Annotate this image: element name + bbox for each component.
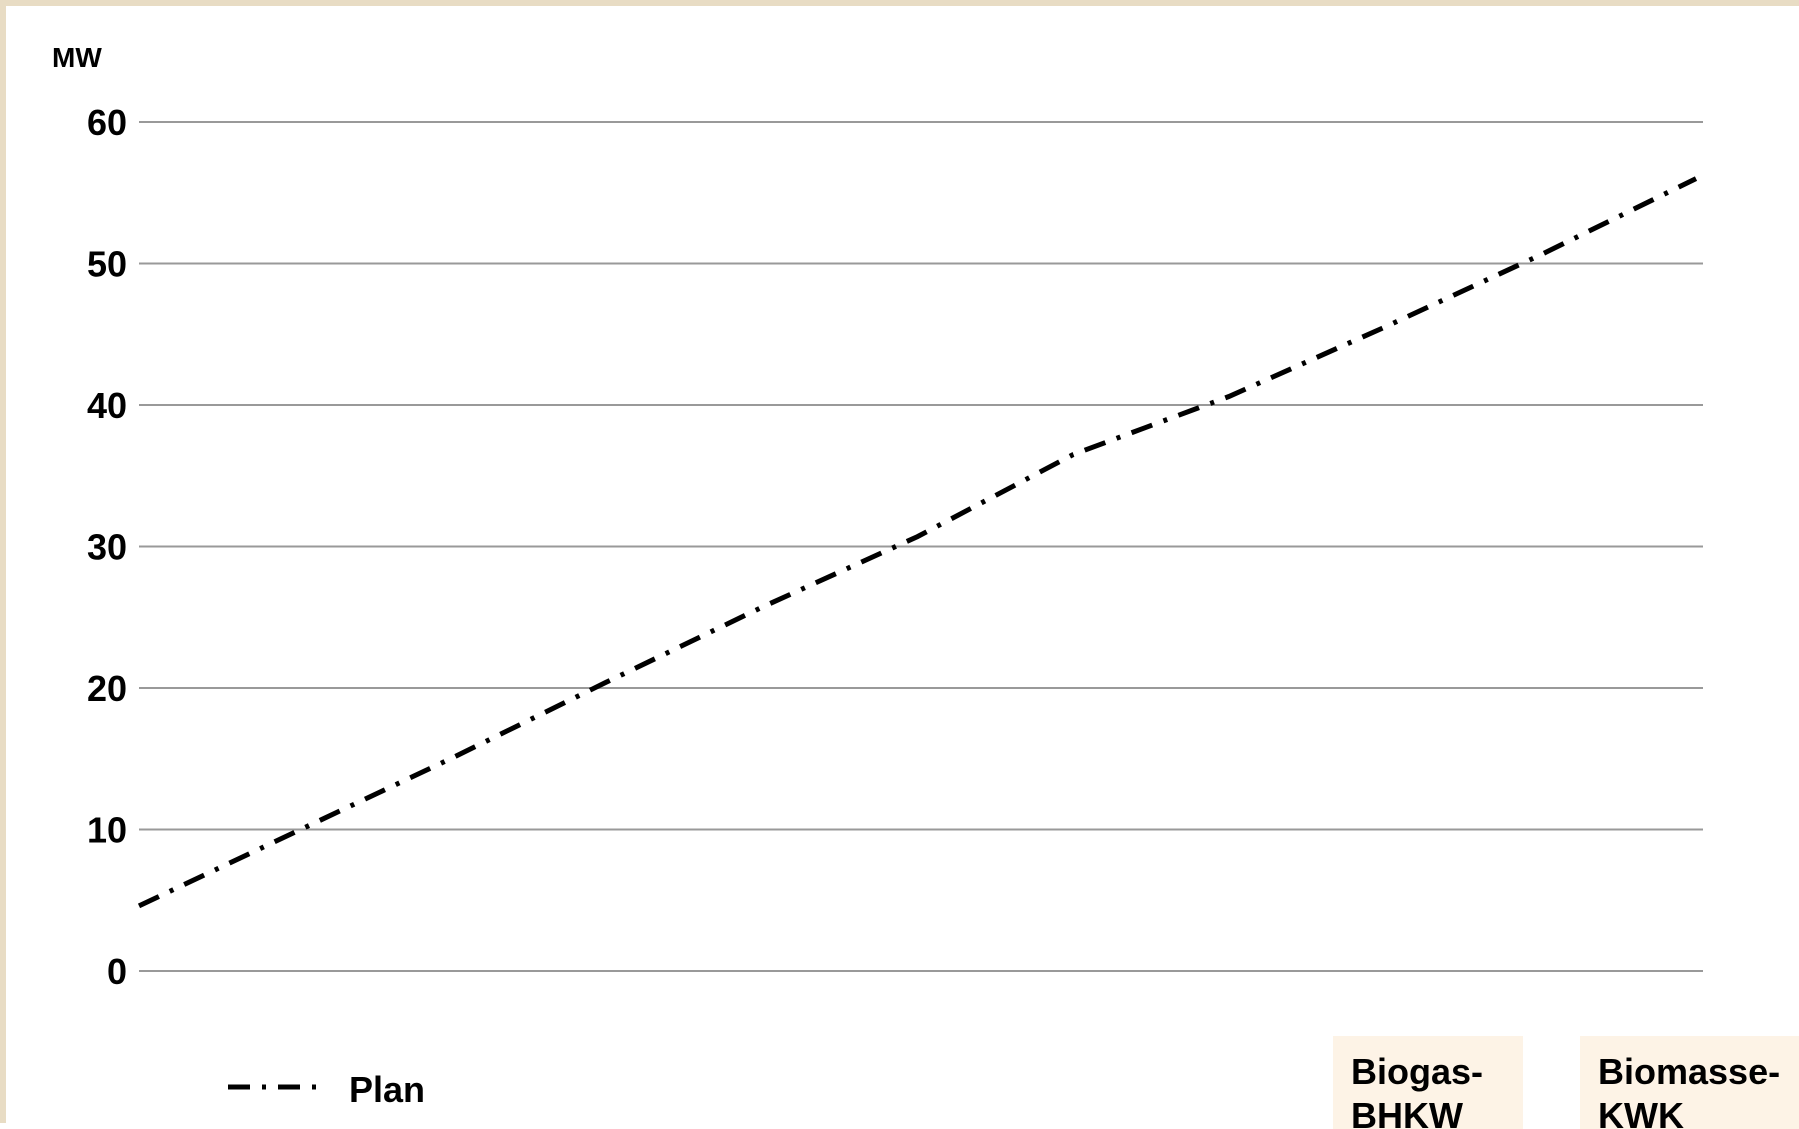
series-line-plan: [139, 179, 1696, 906]
y-tick-label: 10: [87, 810, 127, 851]
y-tick-label: 60: [87, 102, 127, 143]
line-chart: 0 10 20 30 40 50 60 MW Plan: [6, 6, 1799, 1129]
panel-line: BHKW: [1351, 1094, 1505, 1129]
y-tick-label: 0: [107, 951, 127, 992]
panel-biomasse-kwk: Biomasse- KWK: [1580, 1036, 1799, 1129]
panel-biogas-bhkw: Biogas- BHKW: [1333, 1036, 1523, 1129]
legend-entry-plan: Plan: [349, 1069, 425, 1110]
y-tick-label: 50: [87, 244, 127, 285]
y-axis-unit-label: MW: [52, 42, 102, 73]
gridlines: [139, 122, 1703, 971]
y-tick-label: 30: [87, 527, 127, 568]
y-tick-label: 40: [87, 385, 127, 426]
y-tick-labels: 0 10 20 30 40 50 60: [87, 102, 127, 992]
panel-line: Biogas-: [1351, 1050, 1505, 1094]
panel-line: KWK: [1598, 1094, 1787, 1129]
series-group: [139, 179, 1696, 906]
legend: Plan: [228, 1069, 425, 1110]
panel-line: Biomasse-: [1598, 1050, 1787, 1094]
y-tick-label: 20: [87, 668, 127, 709]
